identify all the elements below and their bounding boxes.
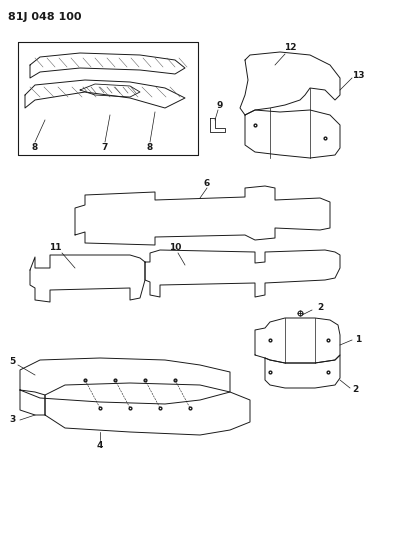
Text: 12: 12 [284,44,296,52]
Text: 3: 3 [9,416,15,424]
Text: 8: 8 [147,143,153,152]
Text: 13: 13 [352,70,364,79]
Text: 7: 7 [102,143,108,152]
Text: 10: 10 [169,244,181,253]
Text: 8: 8 [32,143,38,152]
Text: 1: 1 [355,335,361,344]
Text: 4: 4 [97,440,103,449]
Text: 9: 9 [217,101,223,109]
Text: 81J 048 100: 81J 048 100 [8,12,81,22]
Text: 5: 5 [9,358,15,367]
Text: 2: 2 [317,303,323,312]
Text: 2: 2 [352,385,358,394]
Text: 6: 6 [204,179,210,188]
Text: 11: 11 [49,244,61,253]
